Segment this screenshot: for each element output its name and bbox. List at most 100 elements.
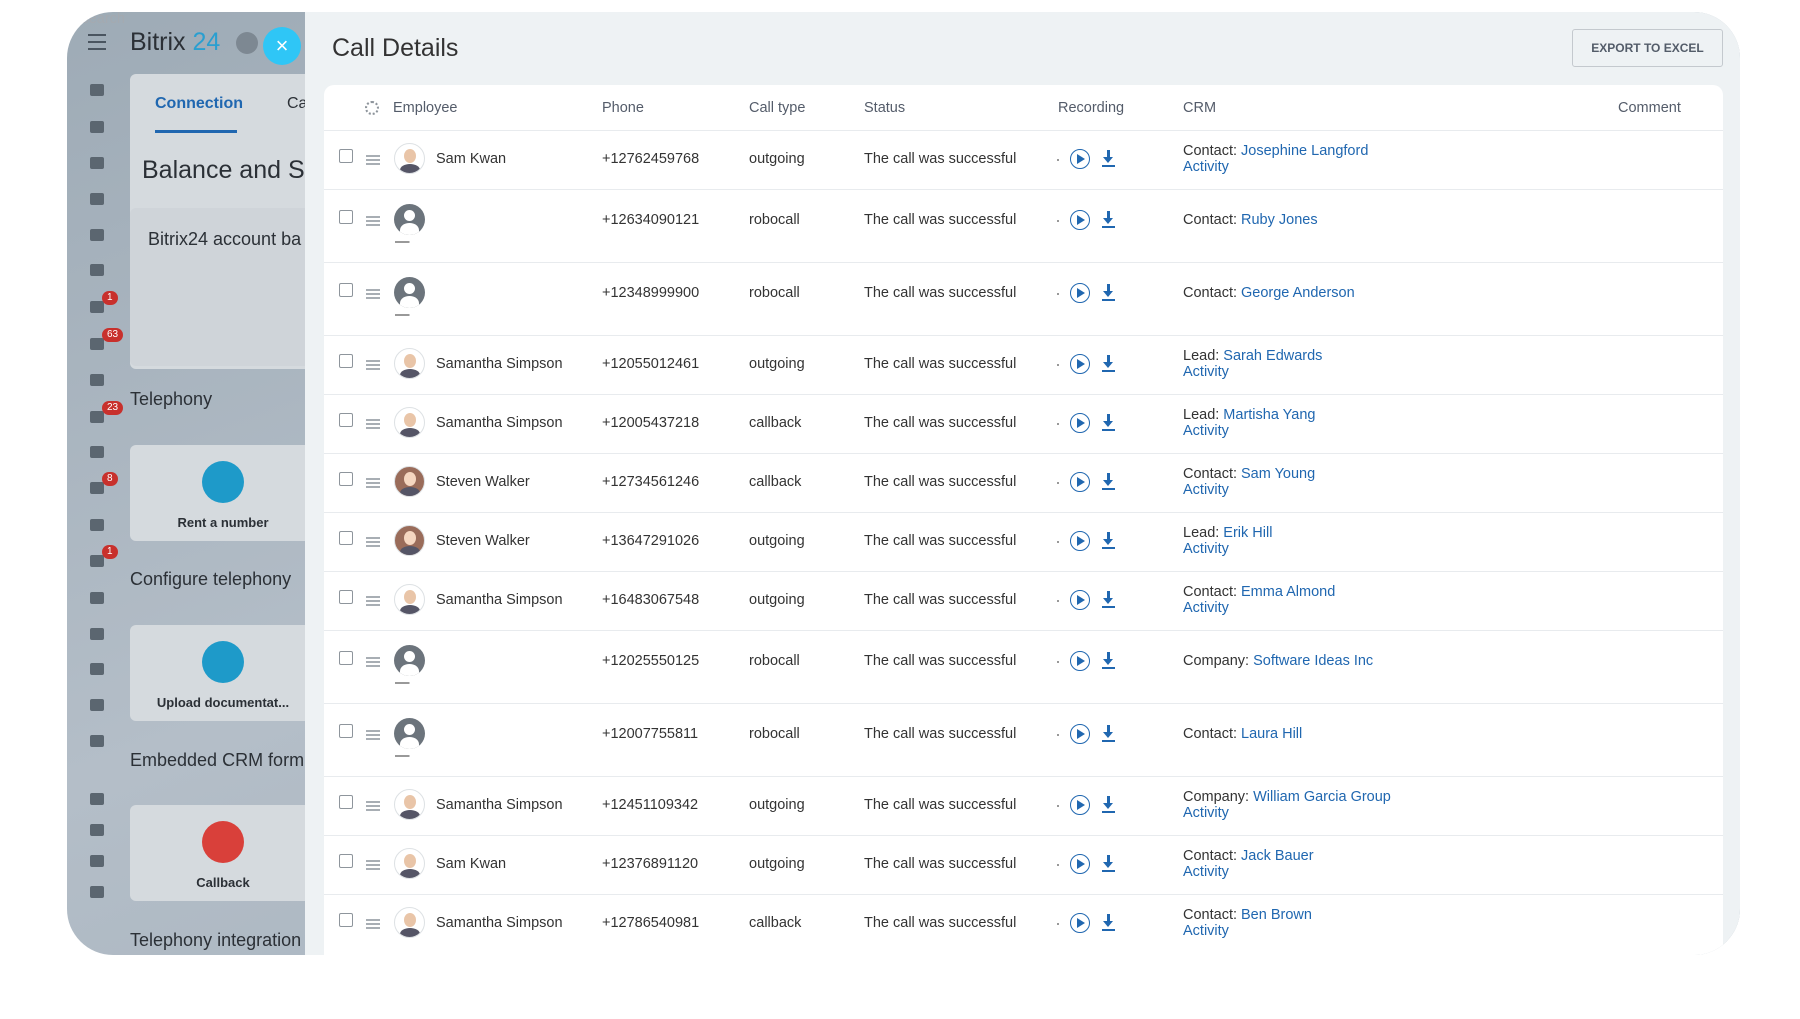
checkbox[interactable] xyxy=(339,472,353,486)
tile-icon[interactable] xyxy=(202,461,244,503)
checkbox[interactable] xyxy=(339,854,353,868)
sidebar-icon[interactable] xyxy=(90,886,104,898)
download-button[interactable] xyxy=(1102,652,1116,670)
download-button[interactable] xyxy=(1102,150,1116,168)
crm-link[interactable]: Laura Hill xyxy=(1241,726,1303,742)
sidebar-icon[interactable] xyxy=(90,193,104,205)
column-header[interactable]: CRM xyxy=(1183,100,1217,116)
crm-link[interactable]: Software Ideas Inc xyxy=(1253,653,1374,669)
play-button[interactable] xyxy=(1070,724,1090,744)
sidebar-icon[interactable] xyxy=(90,735,104,747)
crm-link[interactable]: Jack Bauer xyxy=(1241,848,1314,864)
menu-icon[interactable] xyxy=(88,34,106,50)
crm-link[interactable]: Josephine Langford xyxy=(1241,143,1369,159)
sidebar-icon[interactable] xyxy=(90,592,104,604)
drag-handle[interactable] xyxy=(366,657,380,659)
column-header[interactable]: Status xyxy=(864,100,906,116)
crm-link[interactable]: Ruby Jones xyxy=(1241,212,1318,228)
drag-handle[interactable] xyxy=(366,860,380,862)
play-button[interactable] xyxy=(1070,590,1090,610)
employee[interactable]: Samantha Simpson xyxy=(436,415,563,431)
employee[interactable]: Steven Walker xyxy=(436,533,530,549)
activity-link[interactable]: Activity xyxy=(1183,423,1229,439)
play-button[interactable] xyxy=(1070,913,1090,933)
play-button[interactable] xyxy=(1070,795,1090,815)
crm-link[interactable]: Ben Brown xyxy=(1241,907,1312,923)
sidebar-icon[interactable] xyxy=(90,628,104,640)
sidebar-icon[interactable] xyxy=(90,824,104,836)
sidebar-icon[interactable] xyxy=(90,157,104,169)
activity-link[interactable]: Activity xyxy=(1183,864,1229,880)
sidebar-icon[interactable] xyxy=(90,446,104,458)
tab[interactable]: Ca xyxy=(287,95,308,112)
settings-gear[interactable] xyxy=(365,101,379,115)
drag-handle[interactable] xyxy=(366,919,380,921)
drag-handle[interactable] xyxy=(366,596,380,598)
logo-chevron[interactable] xyxy=(236,32,258,54)
crm-link[interactable]: Sarah Edwards xyxy=(1223,348,1323,364)
download-button[interactable] xyxy=(1102,914,1116,932)
activity-link[interactable]: Activity xyxy=(1183,482,1229,498)
download-button[interactable] xyxy=(1102,284,1116,302)
tab[interactable]: Connection xyxy=(155,95,243,112)
play-button[interactable] xyxy=(1070,854,1090,874)
download-button[interactable] xyxy=(1102,725,1116,743)
checkbox[interactable] xyxy=(339,149,353,163)
employee[interactable]: Sam Kwan xyxy=(436,856,507,872)
column-header[interactable]: Phone xyxy=(602,100,644,116)
column-header[interactable]: Recording xyxy=(1058,100,1125,116)
download-button[interactable] xyxy=(1102,532,1116,550)
play-button[interactable] xyxy=(1070,283,1090,303)
play-button[interactable] xyxy=(1070,354,1090,374)
drag-handle[interactable] xyxy=(366,801,380,803)
play-button[interactable] xyxy=(1070,651,1090,671)
sidebar-icon[interactable] xyxy=(90,411,104,423)
tile-label[interactable]: Callback xyxy=(196,875,250,890)
column-header[interactable]: Comment xyxy=(1618,100,1681,116)
activity-link[interactable]: Activity xyxy=(1183,159,1229,175)
tile-icon[interactable] xyxy=(202,821,244,863)
close-button[interactable]: × xyxy=(263,27,301,65)
drag-handle[interactable] xyxy=(366,216,380,218)
checkbox[interactable] xyxy=(339,283,353,297)
activity-link[interactable]: Activity xyxy=(1183,923,1229,939)
download-button[interactable] xyxy=(1102,796,1116,814)
employee[interactable]: Samantha Simpson xyxy=(436,356,563,372)
checkbox[interactable] xyxy=(339,795,353,809)
download-button[interactable] xyxy=(1102,414,1116,432)
activity-link[interactable]: Activity xyxy=(1183,541,1229,557)
checkbox[interactable] xyxy=(339,724,353,738)
checkbox[interactable] xyxy=(339,651,353,665)
sidebar-icon[interactable] xyxy=(90,338,104,350)
download-button[interactable] xyxy=(1102,473,1116,491)
sidebar-icon[interactable] xyxy=(90,121,104,133)
play-button[interactable] xyxy=(1070,413,1090,433)
checkbox[interactable] xyxy=(339,354,353,368)
play-button[interactable] xyxy=(1070,210,1090,230)
activity-link[interactable]: Activity xyxy=(1183,364,1229,380)
download-button[interactable] xyxy=(1102,855,1116,873)
drag-handle[interactable] xyxy=(366,419,380,421)
column-header[interactable]: Call type xyxy=(749,100,806,116)
tile-label[interactable]: Upload documentat... xyxy=(156,695,290,710)
employee[interactable]: Samantha Simpson xyxy=(436,915,563,931)
activity-link[interactable]: Activity xyxy=(1183,805,1229,821)
drag-handle[interactable] xyxy=(366,730,380,732)
crm-link[interactable]: Erik Hill xyxy=(1223,525,1273,541)
employee[interactable]: Samantha Simpson xyxy=(436,797,563,813)
crm-link[interactable]: George Anderson xyxy=(1241,285,1355,301)
sidebar-icon[interactable] xyxy=(90,301,104,313)
play-button[interactable] xyxy=(1070,472,1090,492)
column-header[interactable]: Employee xyxy=(393,100,458,116)
tile-icon[interactable] xyxy=(202,641,244,683)
sidebar-icon[interactable] xyxy=(90,229,104,241)
checkbox[interactable] xyxy=(339,413,353,427)
sidebar-icon[interactable] xyxy=(90,264,104,276)
crm-link[interactable]: Sam Young xyxy=(1241,466,1316,482)
sidebar-icon[interactable] xyxy=(90,84,104,96)
crm-link[interactable]: Emma Almond xyxy=(1241,584,1336,600)
export-button[interactable]: EXPORT TO EXCEL xyxy=(1572,29,1723,67)
drag-handle[interactable] xyxy=(366,537,380,539)
employee[interactable]: Steven Walker xyxy=(436,474,530,490)
crm-link[interactable]: William Garcia Group xyxy=(1253,789,1391,805)
